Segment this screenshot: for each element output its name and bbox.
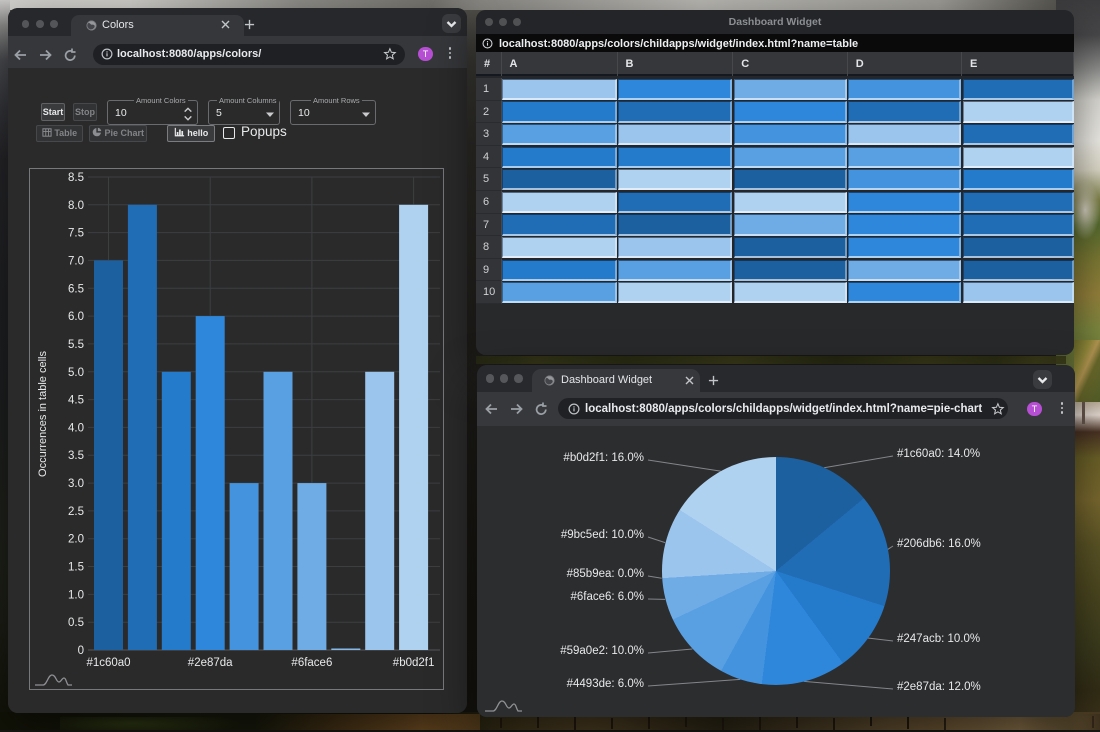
- svg-text:1.5: 1.5: [68, 562, 84, 574]
- svg-text:5.0: 5.0: [68, 367, 84, 379]
- svg-text:0.5: 0.5: [68, 617, 84, 629]
- svg-text:2.0: 2.0: [68, 534, 84, 546]
- svg-text:7.0: 7.0: [68, 255, 84, 267]
- svg-text:5.5: 5.5: [68, 339, 84, 351]
- svg-text:0: 0: [78, 645, 84, 657]
- svg-text:Occurrences in table cells: Occurrences in table cells: [37, 351, 49, 477]
- svg-text:3.0: 3.0: [68, 478, 84, 490]
- svg-text:#b0d2f1: #b0d2f1: [393, 657, 435, 669]
- svg-text:8.0: 8.0: [68, 200, 84, 212]
- svg-text:#1c60a0: #1c60a0: [86, 657, 130, 669]
- svg-text:4.5: 4.5: [68, 395, 84, 407]
- svg-text:7.5: 7.5: [68, 228, 84, 240]
- svg-text:1.0: 1.0: [68, 589, 84, 601]
- svg-text:4.0: 4.0: [68, 422, 84, 434]
- svg-text:8.5: 8.5: [68, 172, 84, 184]
- svg-text:#2e87da: #2e87da: [188, 657, 233, 669]
- svg-text:6.0: 6.0: [68, 311, 84, 323]
- svg-text:6.5: 6.5: [68, 283, 84, 295]
- svg-text:2.5: 2.5: [68, 506, 84, 518]
- svg-text:3.5: 3.5: [68, 450, 84, 462]
- svg-text:#6face6: #6face6: [291, 657, 332, 669]
